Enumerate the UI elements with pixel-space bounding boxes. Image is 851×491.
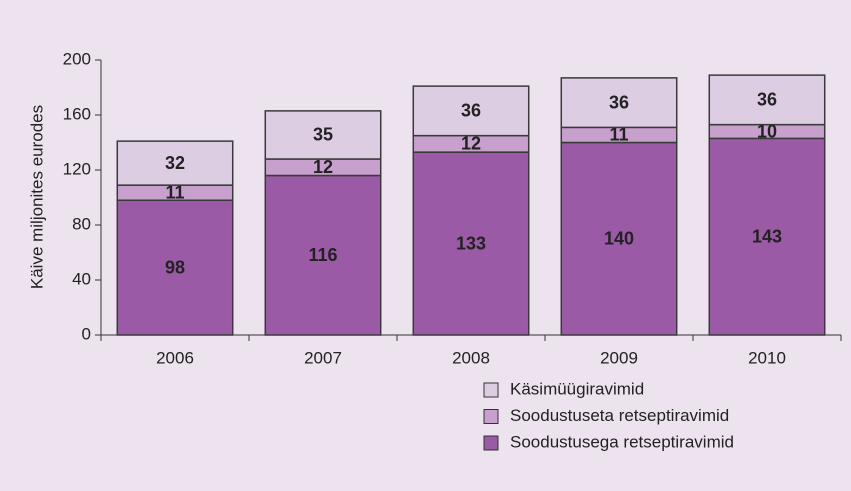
data-label: 98	[165, 257, 185, 277]
data-label: 12	[313, 157, 333, 177]
data-label: 36	[757, 90, 777, 110]
bar-segment	[708, 74, 826, 126]
data-label: 35	[313, 125, 333, 145]
data-label: 143	[752, 226, 782, 246]
y-tick-label: 80	[72, 214, 91, 233]
legend-label: Soodustusega retseptiravimid	[510, 432, 734, 451]
x-tick-label: 2010	[748, 348, 786, 367]
legend-label: Käsimüügiravimid	[510, 379, 644, 398]
y-tick-label: 120	[63, 159, 91, 178]
data-label: 140	[604, 229, 634, 249]
data-label: 36	[609, 92, 629, 112]
bar-segment	[116, 140, 234, 186]
legend-swatch	[483, 435, 499, 451]
data-label: 133	[456, 233, 486, 253]
bar-segment	[560, 77, 678, 129]
data-label: 11	[165, 182, 184, 202]
data-label: 10	[757, 121, 777, 141]
legend-swatch	[483, 382, 499, 398]
x-tick-label: 2006	[156, 348, 194, 367]
bar-segment	[116, 199, 234, 336]
data-label: 12	[461, 134, 481, 154]
y-tick-label: 200	[63, 49, 91, 68]
y-tick-label: 0	[82, 324, 91, 343]
y-tick-label: 40	[72, 269, 91, 288]
bar-segment	[412, 151, 530, 336]
y-tick-label: 160	[63, 104, 91, 123]
bar-segment	[412, 85, 530, 137]
data-label: 36	[461, 101, 481, 121]
bar-segment	[708, 137, 826, 336]
x-tick-label: 2008	[452, 348, 490, 367]
bar-segment	[264, 110, 382, 160]
data-label: 116	[308, 245, 337, 265]
y-axis-label: Käive miljonites eurodes	[27, 105, 46, 289]
bar-segment	[560, 141, 678, 336]
data-label: 32	[165, 153, 185, 173]
legend-label: Soodustuseta retseptiravimid	[510, 406, 729, 425]
x-tick-label: 2009	[600, 348, 638, 367]
x-tick-label: 2007	[304, 348, 342, 367]
data-label: 11	[609, 125, 628, 145]
legend-swatch	[483, 409, 499, 424]
bar-segment	[264, 174, 382, 336]
